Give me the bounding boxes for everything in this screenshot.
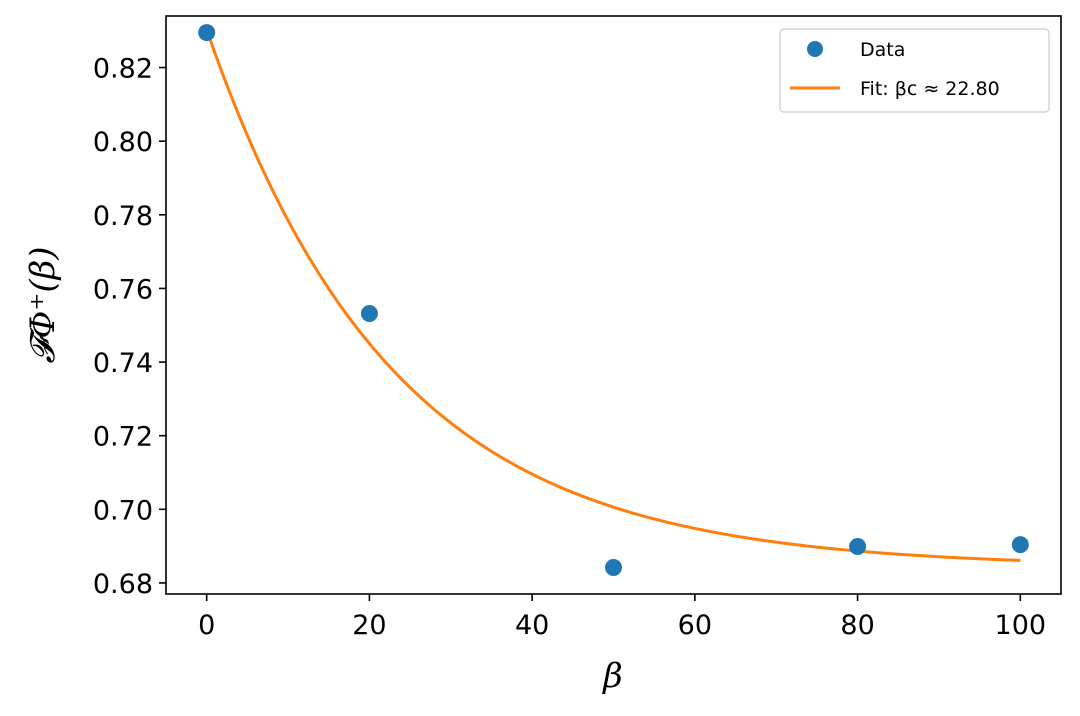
legend-data-marker	[807, 41, 823, 57]
y-tick-label: 0.82	[93, 54, 153, 85]
data-point	[849, 538, 867, 556]
y-tick-label: 0.80	[93, 127, 153, 158]
x-tick-label: 80	[840, 610, 874, 641]
x-tick-label: 20	[352, 610, 386, 641]
legend: Data Fit: βc ≈ 22.80	[779, 28, 1050, 113]
x-tick-label: 40	[515, 610, 549, 641]
data-points	[198, 24, 1029, 576]
data-point	[605, 558, 622, 576]
fit-line	[205, 29, 1021, 562]
x-tick-label: 100	[995, 610, 1047, 641]
data-point	[360, 304, 378, 322]
x-axis-title: β	[601, 656, 623, 696]
y-tick-label: 0.68	[93, 569, 153, 600]
fit-layer	[205, 29, 1021, 562]
data-point	[1011, 536, 1029, 554]
x-axis: 0 20 40 60 80 100	[198, 594, 1046, 641]
data-point	[198, 24, 216, 42]
legend-fit-label: Fit: βc ≈ 22.80	[860, 78, 1000, 100]
legend-data-label: Data	[860, 39, 905, 61]
y-tick-label: 0.70	[93, 495, 153, 526]
x-tick-label: 0	[198, 610, 215, 641]
legend-box	[779, 28, 1050, 113]
y-tick-label: 0.76	[93, 274, 153, 305]
y-tick-label: 0.78	[93, 201, 153, 232]
y-tick-label: 0.74	[93, 348, 153, 379]
y-axis-title: 𝓕Φ⁺(β)	[23, 246, 63, 363]
x-tick-label: 60	[678, 610, 712, 641]
y-tick-label: 0.72	[93, 422, 153, 453]
y-axis: 0.68 0.70 0.72 0.74 0.76 0.78 0.80 0.82	[93, 54, 166, 600]
